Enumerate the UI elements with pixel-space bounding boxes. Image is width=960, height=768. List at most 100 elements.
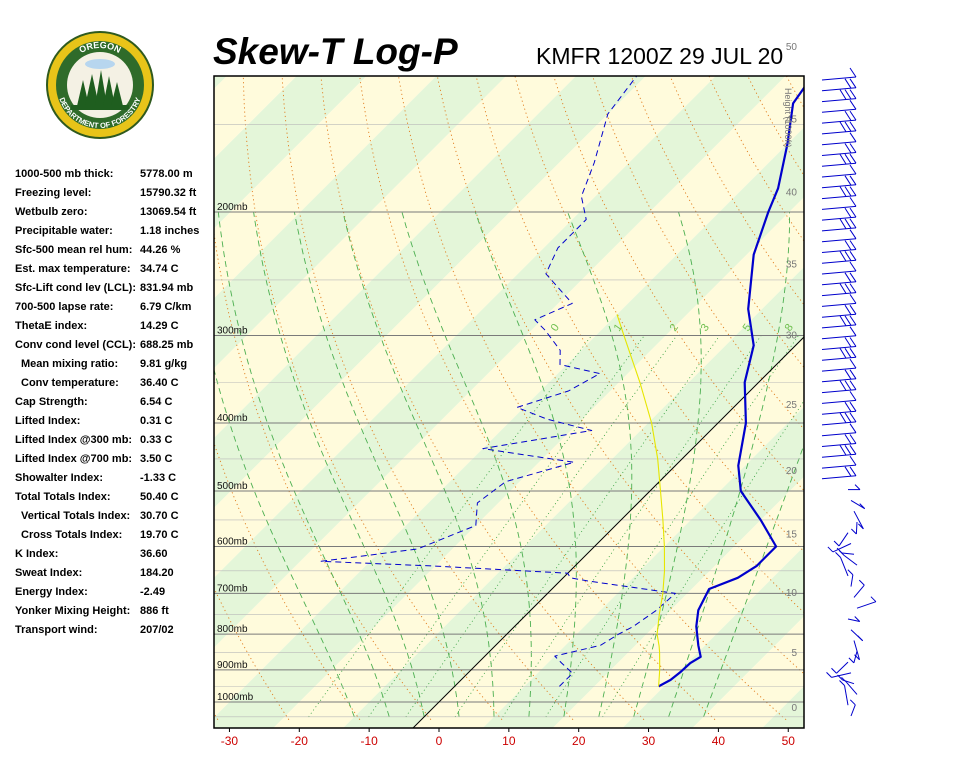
index-label: Total Totals Index: <box>15 491 111 503</box>
temperature-band <box>692 616 804 728</box>
barb-staff <box>821 152 857 156</box>
barb-flag <box>844 466 852 477</box>
barb-staff <box>840 557 849 577</box>
height-tick-label: 10 <box>786 588 798 599</box>
barb-staff <box>821 475 857 480</box>
barb-staff <box>847 618 860 622</box>
barb-flag <box>847 569 854 576</box>
wind-barb <box>835 552 849 577</box>
barb-staff <box>821 313 857 318</box>
barb-staff <box>821 378 857 383</box>
index-label: Sfc-500 mean rel hum: <box>15 244 133 256</box>
barb-staff <box>821 216 857 221</box>
barb-staff <box>821 356 857 361</box>
barb-flag <box>849 369 857 380</box>
barb-flag <box>839 412 847 423</box>
height-tick-label: 25 <box>786 400 798 411</box>
barb-flag <box>849 358 857 369</box>
x-tick-label: -10 <box>360 734 378 748</box>
index-label: ThetaE index: <box>15 320 88 332</box>
wind-barb <box>853 510 864 530</box>
wind-barb <box>821 369 857 383</box>
barb-flag <box>849 326 857 336</box>
wind-barb <box>821 67 857 81</box>
barb-flag <box>849 89 857 99</box>
barb-flag <box>849 121 857 132</box>
barb-staff <box>821 259 857 264</box>
oregon-forestry-logo: OREGON DEPARTMENT OF FORESTRY <box>46 31 154 139</box>
wind-barbs <box>821 67 877 717</box>
wind-barb <box>833 532 849 547</box>
x-axis: -30 -20 -10 0 10 20 30 40 50 <box>221 728 795 748</box>
moist-adiabat <box>253 211 425 717</box>
barb-staff <box>821 324 857 329</box>
index-value: 13069.54 ft <box>140 206 197 218</box>
isobar-label: 700mb <box>217 583 248 594</box>
wind-barb <box>821 358 857 372</box>
mixing-ratio-label: 1 <box>612 322 625 334</box>
dry-adiabat <box>948 0 960 720</box>
barb-staff <box>821 367 857 372</box>
wind-barb <box>841 676 858 695</box>
barb-flag <box>844 272 852 283</box>
barb-flag <box>826 672 832 678</box>
barb-flag <box>849 272 857 283</box>
barb-staff <box>821 130 857 135</box>
barb-staff <box>821 184 857 189</box>
dry-adiabat <box>214 587 290 720</box>
wind-barb <box>821 186 857 200</box>
barb-staff <box>821 108 857 113</box>
barb-flag <box>849 337 857 347</box>
barb-flag <box>827 546 834 553</box>
barb-staff <box>821 346 857 350</box>
index-value: 5778.00 m <box>140 168 193 180</box>
wind-barb <box>821 197 857 210</box>
barb-staff <box>821 87 857 92</box>
barb-staff <box>821 453 857 458</box>
barb-staff <box>821 389 857 394</box>
wind-barb <box>821 434 857 447</box>
dry-adiabat <box>281 76 574 721</box>
index-value: 207/02 <box>140 624 174 636</box>
sounding-profiles <box>320 76 804 688</box>
index-value: 688.25 mb <box>140 339 194 351</box>
x-tick-label: 50 <box>782 734 796 748</box>
barb-staff <box>831 672 852 678</box>
temperature-bands <box>214 76 804 728</box>
moist-adiabat <box>633 211 702 718</box>
barb-staff <box>821 205 857 210</box>
isobar-labels: 200mb 300mb 400mb 500mb 600mb 700mb 800mb 900mb… <box>217 202 254 703</box>
dry-adiabat <box>34 0 147 720</box>
barb-staff <box>853 510 864 530</box>
mixing-ratio-label: 5 <box>741 322 754 334</box>
barb-flag <box>844 78 852 89</box>
barb-flag <box>849 132 857 142</box>
wind-barb <box>850 629 864 642</box>
isobar-label: 600mb <box>217 536 248 547</box>
wind-barb <box>821 401 857 415</box>
barb-flag <box>849 423 857 433</box>
mixing-ratio-line <box>545 335 799 718</box>
barb-flag <box>849 229 857 239</box>
barb-flag <box>839 251 847 262</box>
wind-barb <box>821 412 857 426</box>
index-label: Cross Totals Index: <box>21 529 123 541</box>
index-label: Lifted Index: <box>15 415 81 427</box>
barb-flag <box>844 315 852 326</box>
barb-staff <box>843 555 858 566</box>
temperature-band <box>343 267 804 728</box>
wind-barb <box>848 484 861 491</box>
wind-barb <box>821 153 857 167</box>
mixing-ratio-label: 0 <box>549 322 562 334</box>
wind-barb <box>821 89 857 103</box>
barb-staff <box>846 681 858 695</box>
moist-adiabat <box>214 368 355 718</box>
index-value: 184.20 <box>140 567 174 579</box>
barb-staff <box>821 162 857 167</box>
barb-flag <box>839 380 847 391</box>
x-tick-label: 10 <box>502 734 516 748</box>
wind-barb <box>851 521 858 535</box>
barb-flag <box>849 699 856 706</box>
isobars <box>214 124 804 718</box>
